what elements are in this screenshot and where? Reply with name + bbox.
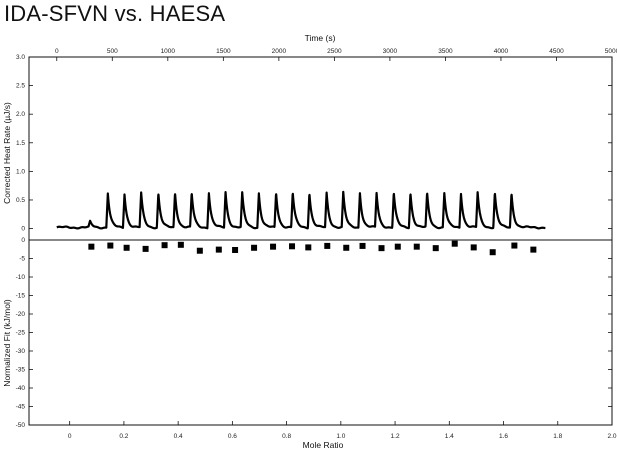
bottom-y-axis-title: Normalized Fit (kJ/mol) xyxy=(2,299,12,387)
fit-point xyxy=(215,246,222,253)
bottom-x-axis-title: Mole Ratio xyxy=(303,440,344,449)
fit-point xyxy=(142,245,149,252)
fit-point xyxy=(177,241,184,248)
top-x-tick-label: 1000 xyxy=(161,48,176,55)
bottom-x-tick-label: 1.4 xyxy=(445,433,454,440)
top-y-tick-label: 1.0 xyxy=(16,168,25,175)
bottom-y-tick-label: -20 xyxy=(16,311,26,318)
fit-point xyxy=(270,243,277,250)
bottom-x-tick-label: 1.6 xyxy=(499,433,508,440)
bottom-y-tick-label: -15 xyxy=(16,293,26,300)
top-x-tick-label: 1500 xyxy=(216,48,231,55)
top-x-tick-label: 2500 xyxy=(327,48,342,55)
top-x-tick-label: 500 xyxy=(107,48,118,55)
fit-point xyxy=(432,245,439,252)
top-x-tick-label: 0 xyxy=(55,48,59,55)
bottom-x-tick-label: 0.2 xyxy=(119,433,128,440)
fit-point xyxy=(378,245,385,252)
bottom-x-tick-label: 0 xyxy=(68,433,72,440)
top-y-tick-label: 1.5 xyxy=(16,140,25,147)
heat-rate-trace xyxy=(55,190,547,230)
top-x-tick-label: 3000 xyxy=(383,48,398,55)
fit-point xyxy=(343,244,350,251)
top-y-tick-label: 2.0 xyxy=(16,111,25,118)
bottom-y-tick-label: -35 xyxy=(16,367,26,374)
fit-point xyxy=(511,242,518,249)
fit-point xyxy=(88,243,95,250)
top-y-tick-label: 0 xyxy=(21,226,25,233)
top-x-axis-title: Time (s) xyxy=(305,33,336,43)
bottom-x-tick-label: 1.0 xyxy=(336,433,345,440)
fit-point xyxy=(413,243,420,250)
fit-point xyxy=(324,242,331,249)
bottom-y-tick-label: 0 xyxy=(21,237,25,244)
top-y-tick-label: 0.5 xyxy=(16,197,25,204)
bottom-y-tick-label: -50 xyxy=(16,422,26,429)
top-x-tick-label: 3500 xyxy=(438,48,453,55)
bottom-y-tick-label: -45 xyxy=(16,404,26,411)
bottom-y-tick-label: -10 xyxy=(16,274,26,281)
fit-point xyxy=(251,244,258,251)
bottom-y-tick-label: -30 xyxy=(16,348,26,355)
bottom-x-tick-label: 0.6 xyxy=(228,433,237,440)
top-y-axis-title: Corrected Heat Rate (µJ/s) xyxy=(2,102,12,204)
fit-point xyxy=(289,243,296,250)
top-y-tick-label: 2.5 xyxy=(16,83,25,90)
fit-point xyxy=(451,240,458,247)
fit-point xyxy=(359,242,366,249)
fit-point xyxy=(470,244,477,251)
bottom-y-tick-label: -5 xyxy=(19,256,25,263)
fit-point xyxy=(530,246,537,253)
fit-point xyxy=(489,249,496,256)
bottom-x-tick-label: 0.4 xyxy=(174,433,183,440)
bottom-x-tick-label: 2.0 xyxy=(607,433,616,440)
fit-point xyxy=(305,244,312,251)
bottom-x-tick-label: 1.2 xyxy=(391,433,400,440)
bottom-y-tick-label: -40 xyxy=(16,385,26,392)
fit-point xyxy=(232,246,239,253)
fit-point xyxy=(161,242,168,249)
top-y-tick-label: 3.0 xyxy=(16,54,25,61)
bottom-y-tick-label: -25 xyxy=(16,330,26,337)
fit-point xyxy=(107,242,114,249)
top-x-tick-label: 4500 xyxy=(549,48,564,55)
top-x-tick-label: 2000 xyxy=(272,48,287,55)
fit-point xyxy=(123,244,130,251)
plot-frame xyxy=(28,56,613,426)
bottom-x-tick-label: 1.8 xyxy=(553,433,562,440)
fit-point xyxy=(196,247,203,254)
fit-point xyxy=(394,243,401,250)
bottom-x-tick-label: 0.8 xyxy=(282,433,291,440)
page-title: IDA-SFVN vs. HAESA xyxy=(4,1,226,26)
top-x-tick-label: 4000 xyxy=(494,48,509,55)
